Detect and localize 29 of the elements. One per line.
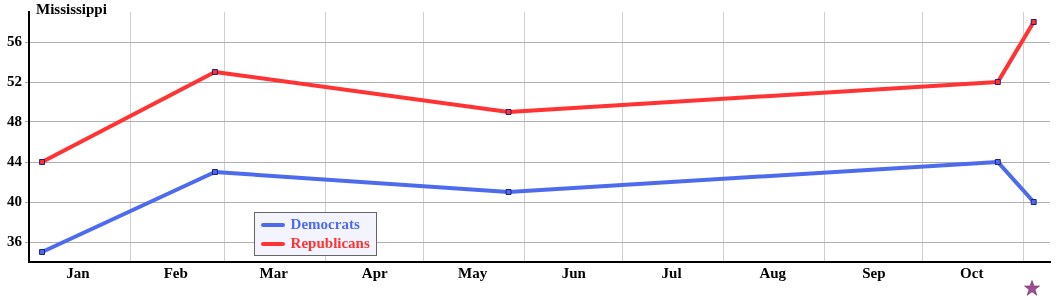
x-tick-label: Jul <box>661 264 682 281</box>
legend-label: Democrats <box>290 215 360 234</box>
y-tick-label: 40 <box>7 192 22 209</box>
x-tick-label: May <box>458 264 488 281</box>
point <box>211 169 218 175</box>
x-tick-label: Aug <box>759 264 787 281</box>
x-tick-label: Jan <box>66 264 91 281</box>
y-tick-label: 44 <box>7 152 23 169</box>
y-tick-label: 48 <box>7 112 22 129</box>
point <box>505 109 512 115</box>
point <box>211 69 218 75</box>
point <box>994 79 1001 85</box>
x-tick-label: Feb <box>163 264 188 281</box>
x-tick-label: Apr <box>361 264 389 281</box>
chart-title: Mississippi <box>36 1 107 18</box>
x-tick-label: Mar <box>259 264 289 281</box>
x-tick-label: Oct <box>960 264 984 281</box>
point <box>1030 199 1037 205</box>
point <box>39 159 46 165</box>
y-tick-label: 52 <box>7 72 22 89</box>
x-tick-label: Jun <box>561 264 587 281</box>
x-tick-label: Sep <box>862 264 886 281</box>
y-tick-label: 56 <box>7 32 23 49</box>
point <box>505 189 512 195</box>
point <box>1030 19 1037 25</box>
legend-label: Republicans <box>290 234 370 253</box>
point <box>39 249 46 255</box>
y-tick-label: 36 <box>7 232 23 249</box>
point <box>994 159 1001 165</box>
